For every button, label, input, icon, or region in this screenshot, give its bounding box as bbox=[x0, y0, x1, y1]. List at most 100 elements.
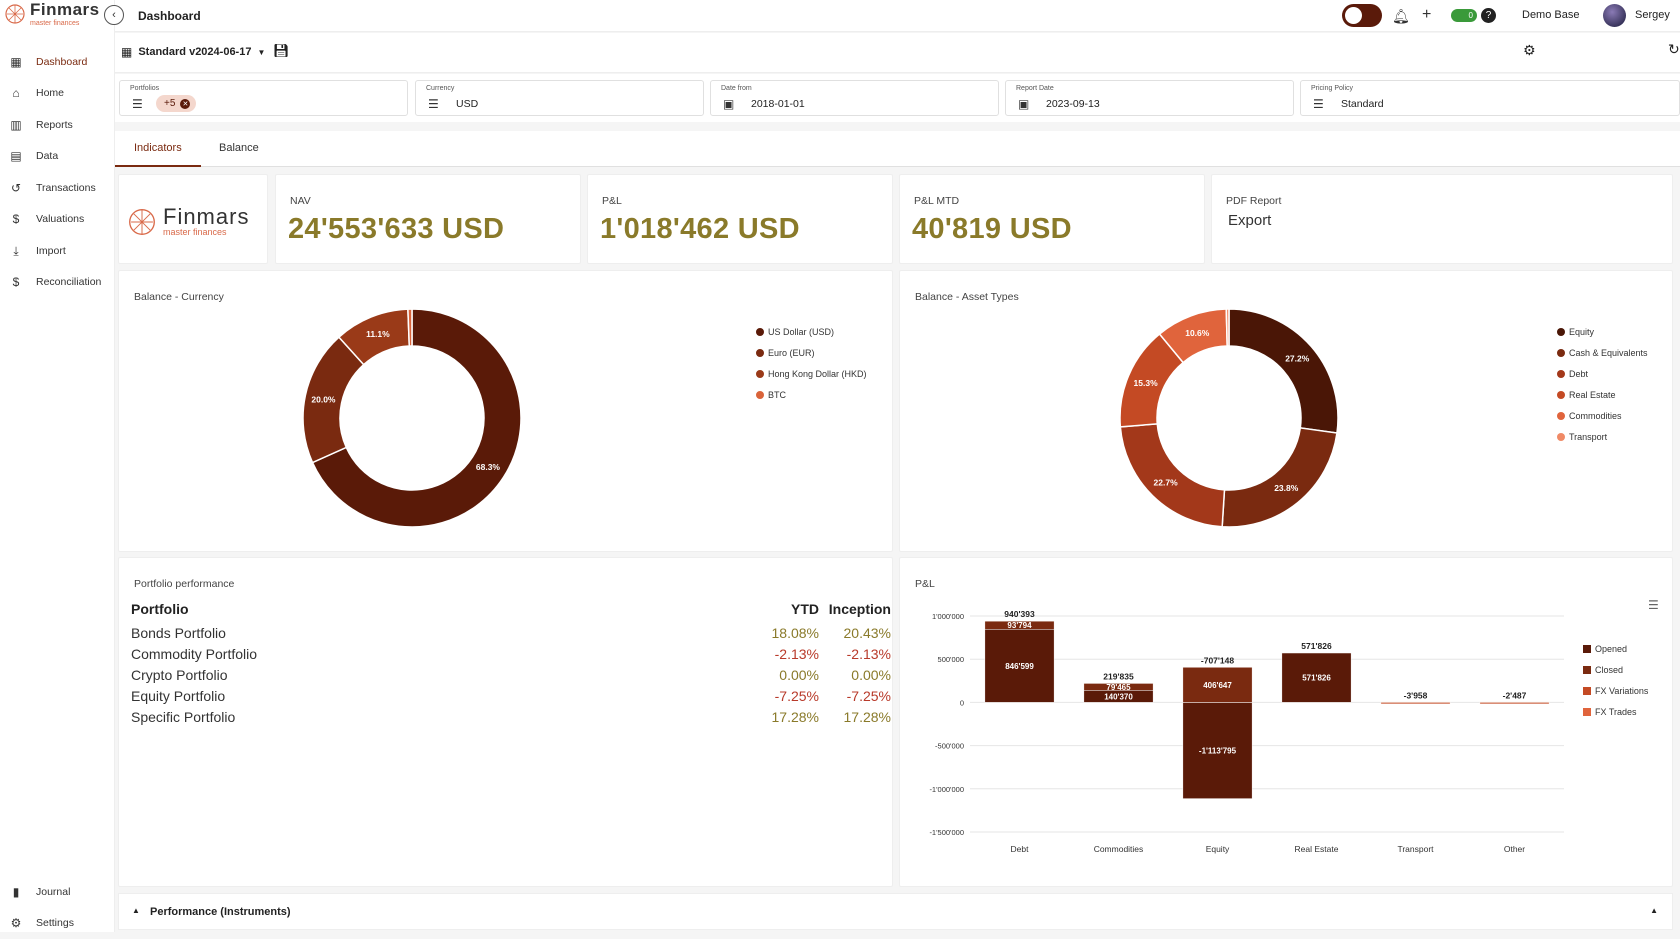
pricing-policy-filter[interactable]: Pricing Policy ☰ Standard bbox=[1300, 80, 1680, 116]
brand-name: Finmars bbox=[163, 207, 249, 227]
bar-label: 79'465 bbox=[1106, 683, 1131, 692]
workspace-name[interactable]: Demo Base bbox=[1522, 9, 1579, 21]
sidebar-item-data[interactable]: ▤ Data bbox=[0, 141, 115, 173]
export-button[interactable]: Export bbox=[1228, 212, 1271, 229]
caret-up-icon[interactable]: ▲ bbox=[132, 906, 140, 915]
tab-balance[interactable]: Balance bbox=[219, 142, 259, 154]
finmars-logo-icon bbox=[4, 3, 26, 25]
x-tick-label: Equity bbox=[1206, 844, 1230, 854]
legend-item[interactable]: Transport bbox=[1557, 426, 1648, 447]
legend-item[interactable]: FX Variations bbox=[1583, 680, 1648, 701]
bell-icon[interactable]: 🔔︎ bbox=[1392, 8, 1410, 25]
page-title: Dashboard bbox=[138, 9, 201, 23]
help-icon[interactable]: ? bbox=[1481, 8, 1496, 23]
legend-dot bbox=[1557, 328, 1565, 336]
sidebar-item-journal[interactable]: ▮ Journal bbox=[0, 876, 115, 908]
date-from-filter[interactable]: Date from ▣ 2018-01-01 bbox=[710, 80, 999, 116]
pie-slice[interactable] bbox=[1229, 309, 1338, 433]
gear-icon[interactable]: ⚙ bbox=[1523, 42, 1536, 59]
caret-up-icon[interactable]: ▲ bbox=[1650, 906, 1658, 915]
portfolios-chip[interactable]: +5 ✕ bbox=[156, 95, 196, 112]
legend-item[interactable]: Debt bbox=[1557, 363, 1648, 384]
legend-item[interactable]: Closed bbox=[1583, 659, 1648, 680]
import-icon: ⤓ bbox=[10, 245, 22, 257]
legend-dot bbox=[1557, 412, 1565, 420]
pie-slice[interactable] bbox=[1120, 424, 1224, 527]
legend-swatch bbox=[1583, 645, 1591, 653]
plus-icon[interactable]: + bbox=[1422, 6, 1431, 24]
legend-item[interactable]: BTC bbox=[756, 384, 867, 405]
sidebar-item-settings[interactable]: ⚙ Settings bbox=[0, 908, 115, 939]
table-row[interactable]: Specific Portfolio 17.28% 17.28% bbox=[131, 706, 891, 727]
sidebar-item-reports[interactable]: ▥ Reports bbox=[0, 109, 115, 141]
pie-slice[interactable] bbox=[408, 309, 412, 346]
legend-label: Closed bbox=[1595, 665, 1623, 675]
sidebar-item-label: Transactions bbox=[36, 182, 96, 194]
calendar-icon[interactable]: ▣ bbox=[1018, 97, 1029, 111]
legend-item[interactable]: Euro (EUR) bbox=[756, 342, 867, 363]
collapse-sidebar-button[interactable]: ‹ bbox=[104, 5, 124, 25]
sidebar-item-valuations[interactable]: $ Valuations bbox=[0, 204, 115, 236]
portfolios-filter[interactable]: Portfolios ☰ +5 ✕ bbox=[119, 80, 408, 116]
legend-label: US Dollar (USD) bbox=[768, 327, 834, 337]
performance-instruments-panel[interactable]: ▲ Performance (Instruments) ▲ bbox=[118, 893, 1673, 930]
pie-slice[interactable] bbox=[1222, 428, 1337, 527]
legend-item[interactable]: Opened bbox=[1583, 638, 1648, 659]
avatar[interactable] bbox=[1603, 4, 1626, 27]
pie-slice[interactable] bbox=[1226, 309, 1229, 346]
status-badge[interactable]: 0 bbox=[1451, 9, 1477, 22]
bar-segment[interactable] bbox=[1480, 702, 1549, 704]
portfolio-ytd: 18.08% bbox=[759, 625, 819, 641]
legend-label: Real Estate bbox=[1569, 390, 1616, 400]
menu-icon[interactable]: ☰ bbox=[1313, 97, 1324, 111]
balance-currency-card: Balance - Currency 68.3%20.0%11.1% US Do… bbox=[118, 270, 893, 552]
save-icon[interactable]: 💾︎ bbox=[273, 43, 290, 59]
slice-label: 27.2% bbox=[1285, 354, 1310, 364]
legend-item[interactable]: FX Trades bbox=[1583, 701, 1648, 722]
slice-label: 22.7% bbox=[1154, 478, 1179, 488]
report-date-filter[interactable]: Report Date ▣ 2023-09-13 bbox=[1005, 80, 1294, 116]
sidebar-item-reconciliation[interactable]: $ Reconciliation bbox=[0, 267, 115, 299]
date-from-value: 2018-01-01 bbox=[751, 98, 805, 110]
legend-swatch bbox=[1583, 666, 1591, 674]
legend-item[interactable]: Cash & Equivalents bbox=[1557, 342, 1648, 363]
y-tick-label: 0 bbox=[960, 698, 964, 707]
layout-selector[interactable]: ▦ Standard v2024-06-17 ▼ bbox=[121, 45, 265, 59]
table-row[interactable]: Equity Portfolio -7.25% -7.25% bbox=[131, 685, 891, 706]
filter-label: Portfolios bbox=[130, 85, 159, 92]
bar-segment[interactable] bbox=[1381, 702, 1450, 704]
menu-icon[interactable]: ☰ bbox=[132, 97, 143, 111]
legend-label: Commodities bbox=[1569, 411, 1622, 421]
settings-icon: ⚙ bbox=[10, 917, 22, 929]
slice-label: 15.3% bbox=[1134, 378, 1159, 388]
y-tick-label: 500'000 bbox=[938, 655, 964, 664]
close-icon[interactable]: ✕ bbox=[180, 99, 190, 109]
logo-text: Finmars bbox=[30, 0, 100, 19]
sidebar-item-transactions[interactable]: ↺ Transactions bbox=[0, 172, 115, 204]
tab-indicators[interactable]: Indicators bbox=[134, 142, 182, 154]
calendar-icon[interactable]: ▣ bbox=[723, 97, 734, 111]
sidebar-item-dashboard[interactable]: ▦ Dashboard bbox=[0, 46, 115, 78]
sidebar-item-import[interactable]: ⤓ Import bbox=[0, 235, 115, 267]
refresh-icon[interactable]: ↻ bbox=[1668, 41, 1680, 58]
legend-item[interactable]: Commodities bbox=[1557, 405, 1648, 426]
legend-label: FX Variations bbox=[1595, 686, 1648, 696]
table-row[interactable]: Commodity Portfolio -2.13% -2.13% bbox=[131, 643, 891, 664]
legend-item[interactable]: Equity bbox=[1557, 321, 1648, 342]
legend-item[interactable]: US Dollar (USD) bbox=[756, 321, 867, 342]
legend-item[interactable]: Hong Kong Dollar (HKD) bbox=[756, 363, 867, 384]
pdf-report-label: PDF Report bbox=[1226, 195, 1281, 207]
table-row[interactable]: Crypto Portfolio 0.00% 0.00% bbox=[131, 664, 891, 685]
legend-item[interactable]: Real Estate bbox=[1557, 384, 1648, 405]
currency-filter[interactable]: Currency ☰ USD bbox=[415, 80, 704, 116]
bar-label: -1'113'795 bbox=[1199, 747, 1237, 756]
theme-toggle[interactable] bbox=[1342, 4, 1382, 27]
table-row[interactable]: Bonds Portfolio 18.08% 20.43% bbox=[131, 622, 891, 643]
app-logo[interactable]: Finmars master finances bbox=[4, 0, 100, 28]
user-name[interactable]: Sergey bbox=[1635, 9, 1670, 21]
bar-total-label: 940'393 bbox=[1004, 609, 1035, 619]
sidebar-item-home[interactable]: ⌂ Home bbox=[0, 78, 115, 110]
legend-dot bbox=[756, 370, 764, 378]
menu-icon[interactable]: ☰ bbox=[428, 97, 439, 111]
